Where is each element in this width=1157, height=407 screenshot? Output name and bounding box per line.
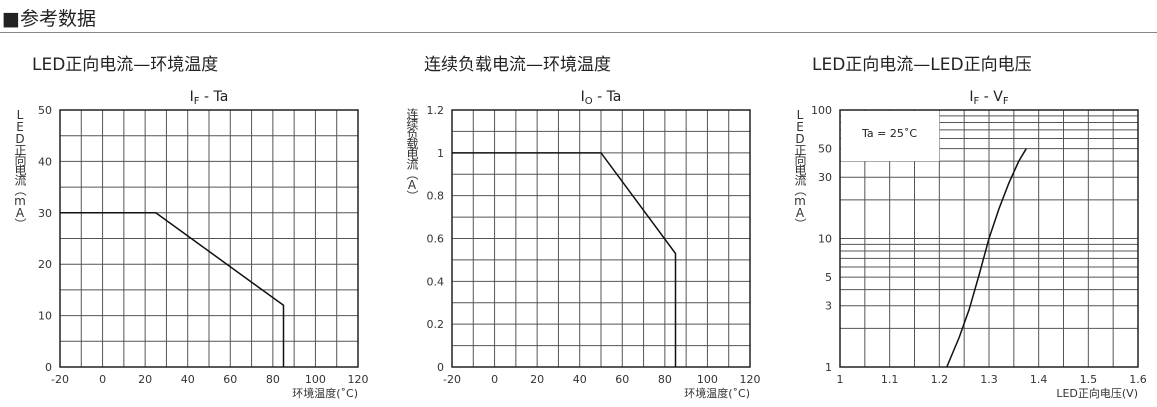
y-tick-label: 3 [825, 300, 832, 313]
title-part: F [194, 96, 200, 107]
series-line [946, 148, 1027, 368]
y-tick-label: 40 [38, 155, 52, 168]
x-tick-label: 60 [615, 373, 629, 386]
x-tick-label: 120 [348, 373, 369, 386]
y-tick-label: 10 [818, 233, 832, 246]
title-part: - Ta [200, 89, 229, 105]
y-tick-label: 5 [825, 271, 832, 284]
y-tick-label: 0 [437, 361, 444, 374]
x-tick-label: 1.3 [980, 373, 998, 386]
title-part: O [585, 96, 593, 107]
y-tick-label: 0 [45, 361, 52, 374]
x-tick-label: 0 [491, 373, 498, 386]
plot-frame [451, 109, 751, 368]
title-part: I [581, 89, 585, 105]
x-tick-label: 1.1 [881, 373, 899, 386]
title-part: I [969, 89, 973, 105]
title-part: F [1003, 96, 1009, 107]
y-tick-label: 1.2 [427, 104, 445, 117]
x-tick-label: 1.6 [1129, 373, 1147, 386]
x-axis-label: 环境温度(˚C) [292, 386, 358, 400]
x-tick-label: 0 [99, 373, 106, 386]
y-tick-label: 1 [825, 361, 832, 374]
plot-frame [59, 109, 359, 368]
x-tick-label: 80 [266, 373, 280, 386]
series-line [60, 212, 285, 367]
y-tick-label: 0.8 [427, 190, 445, 203]
y-tick-label: 30 [818, 171, 832, 184]
section-title: ■参考数据 [2, 8, 96, 30]
chart-title: IF - VF [969, 89, 1008, 107]
x-tick-label: 1.2 [931, 373, 949, 386]
y-tick-label: 10 [38, 310, 52, 323]
y-tick-label: 0.6 [427, 233, 445, 246]
x-tick-label: 20 [530, 373, 544, 386]
y-tick-label: 1 [437, 147, 444, 160]
y-axis-label: LED正向电流（mA） [13, 108, 27, 228]
divider [0, 32, 1157, 33]
x-tick-label: 40 [573, 373, 587, 386]
y-tick-label: 50 [38, 104, 52, 117]
x-axis-label: LED正向电压(V) [1056, 386, 1138, 400]
y-tick-label: 100 [811, 104, 832, 117]
x-tick-label: 120 [740, 373, 761, 386]
title-part: - Ta [593, 89, 622, 105]
x-tick-label: 1.5 [1080, 373, 1098, 386]
chart-subtitle: LED正向电流—环境温度 [32, 55, 219, 75]
chart-subtitle: LED正向电流—LED正向电压 [812, 55, 1032, 75]
x-tick-label: 1.4 [1030, 373, 1048, 386]
x-tick-label: 100 [697, 373, 718, 386]
y-tick-label: 50 [818, 143, 832, 156]
x-tick-label: 80 [658, 373, 672, 386]
x-tick-label: -20 [443, 373, 461, 386]
x-tick-label: -20 [51, 373, 69, 386]
x-tick-label: 100 [305, 373, 326, 386]
chart-title: IO - Ta [581, 89, 622, 107]
x-tick-label: 60 [223, 373, 237, 386]
annotation: Ta = 25˚C [861, 127, 917, 140]
series-line [452, 152, 677, 367]
x-tick-label: 40 [181, 373, 195, 386]
title-part: - V [979, 89, 1003, 105]
x-tick-label: 20 [138, 373, 152, 386]
x-tick-label: 1 [837, 373, 844, 386]
y-tick-label: 30 [38, 207, 52, 220]
y-axis-label: 连续负载电流（A） [405, 108, 419, 200]
x-axis-label: 环境温度(˚C) [684, 386, 750, 400]
y-tick-label: 0.4 [427, 275, 445, 288]
chart-title: IF - Ta [190, 89, 229, 107]
title-part: F [974, 96, 980, 107]
y-tick-label: 20 [38, 258, 52, 271]
annotation-box [841, 111, 940, 162]
title-part: I [190, 89, 194, 105]
y-tick-label: 0.2 [427, 318, 445, 331]
chart-subtitle: 连续负载电流—环境温度 [424, 55, 611, 75]
plot-frame [839, 109, 1139, 368]
y-axis-label: LED正向电流（mA） [793, 108, 807, 228]
